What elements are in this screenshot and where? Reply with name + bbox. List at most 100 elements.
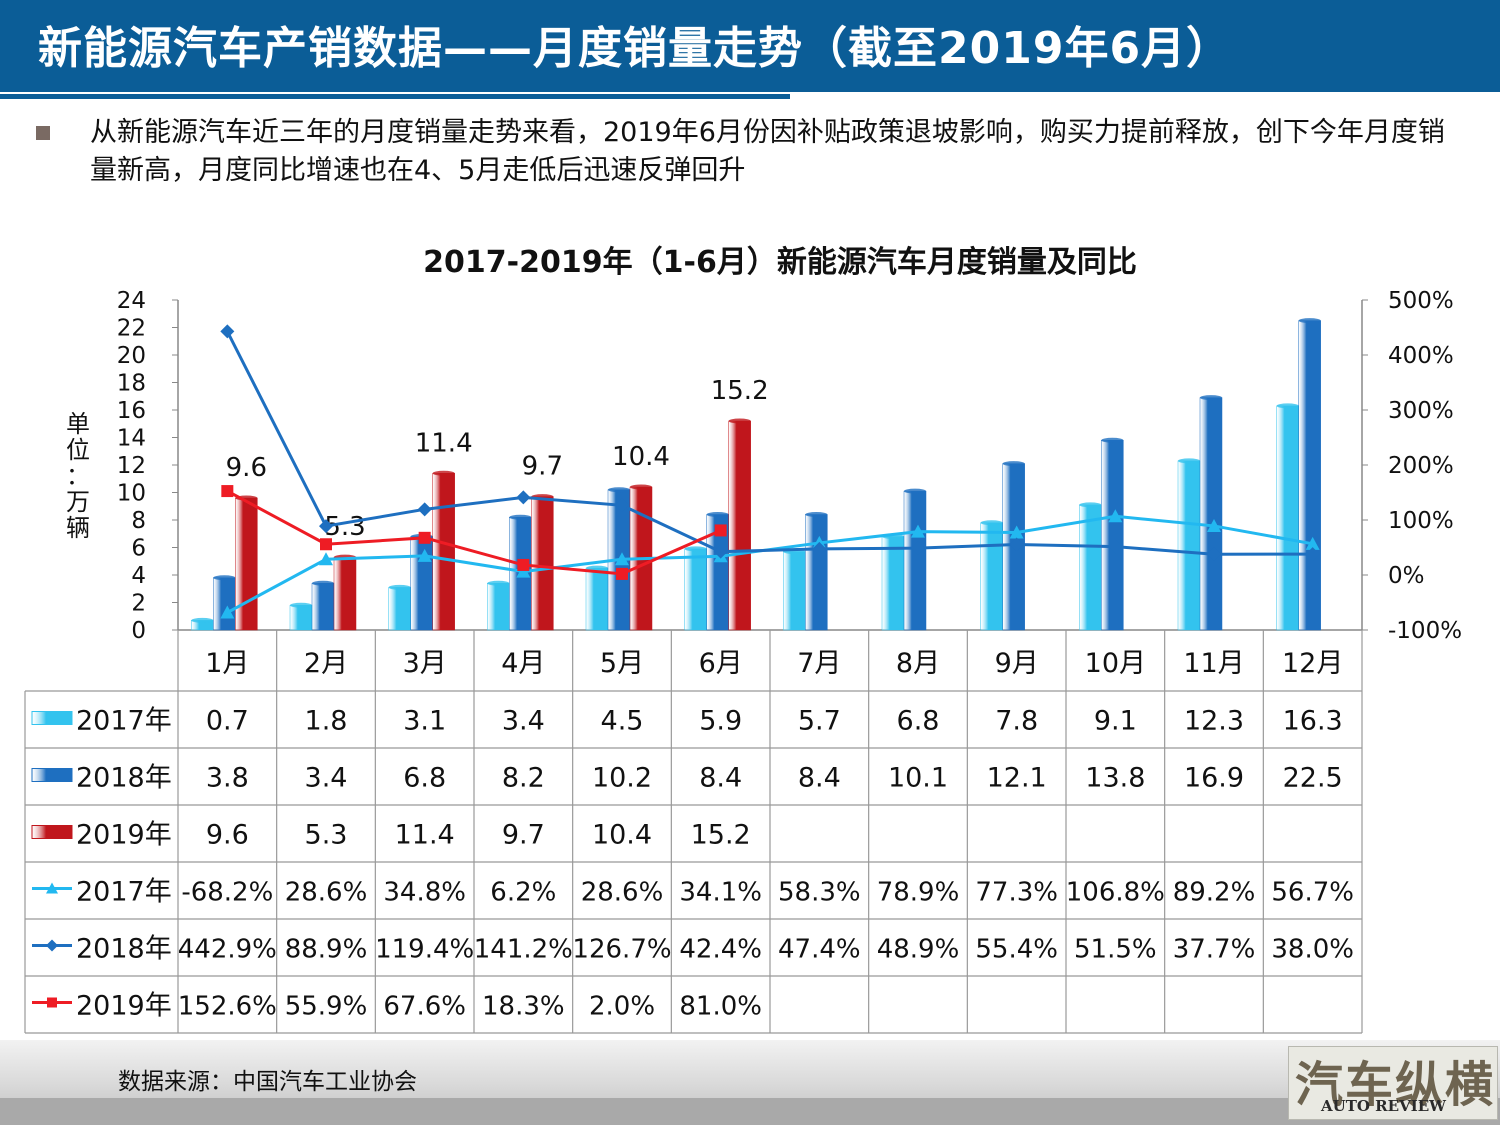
bar-2019年-4月 xyxy=(531,496,554,631)
bar-2019年-1月 xyxy=(235,497,258,631)
table-cell: 12.1 xyxy=(987,763,1047,794)
bar-data-label: 9.6 xyxy=(226,453,267,483)
bar-2017年-7月 xyxy=(783,551,806,631)
y-tick-label: 10 xyxy=(117,481,146,507)
table-cell: 58.3% xyxy=(778,878,861,908)
bar-2018年-12月 xyxy=(1298,320,1321,631)
table-cell: 78.9% xyxy=(877,878,960,908)
x-tick-label: 7月 xyxy=(797,648,841,679)
x-tick-label: 1月 xyxy=(205,648,249,679)
table-cell: 16.9 xyxy=(1184,763,1244,794)
table-cell: 48.9% xyxy=(877,935,960,965)
table-cell: 6.8 xyxy=(897,706,940,737)
y2-tick-label: 400% xyxy=(1388,343,1454,369)
y-axis-label-char: 辆 xyxy=(66,514,90,542)
footer-band-lower xyxy=(0,1098,1500,1125)
table-cell: 442.9% xyxy=(178,935,277,965)
legend-marker xyxy=(47,997,57,1008)
table-cell: 38.0% xyxy=(1271,935,1354,965)
table-cell: 34.8% xyxy=(383,878,466,908)
table-cell: 34.1% xyxy=(679,878,762,908)
bar-cap-2017年-6月 xyxy=(684,546,707,552)
x-tick-label: 12月 xyxy=(1282,648,1343,679)
legend-swatch-bar-2018年 xyxy=(31,768,73,782)
y2-tick-label: 100% xyxy=(1388,508,1454,534)
marker-2018年 xyxy=(713,544,728,559)
marker-2019年 xyxy=(616,567,628,580)
y-tick-label: 18 xyxy=(117,371,146,397)
table-cell: 37.7% xyxy=(1173,935,1256,965)
bar-2017年-6月 xyxy=(684,548,707,631)
bar-cap-2017年-12月 xyxy=(1276,403,1299,409)
table-cell: 8.4 xyxy=(798,763,841,794)
table-cell: 7.8 xyxy=(995,706,1038,737)
y-axis-label-char: 位 xyxy=(66,436,90,464)
table-cell: 16.3 xyxy=(1283,706,1343,737)
marker-2018年 xyxy=(220,324,235,339)
legend-marker xyxy=(46,882,58,894)
title-underline xyxy=(0,94,790,99)
bar-cap-2017年-2月 xyxy=(290,602,312,608)
marker-2018年 xyxy=(1108,539,1123,554)
bar-2018年-3月 xyxy=(410,536,433,631)
bar-cap-2018年-8月 xyxy=(904,488,926,494)
table-cell: 3.8 xyxy=(206,763,249,794)
legend-label: 2018年 xyxy=(76,934,172,965)
y-axis-label-char: ： xyxy=(66,462,90,490)
marker-2017年 xyxy=(1305,536,1320,550)
table-cell: 10.4 xyxy=(592,820,652,851)
marker-2017年 xyxy=(1009,525,1024,539)
bar-2017年-12月 xyxy=(1276,405,1299,631)
bar-cap-2018年-5月 xyxy=(608,487,630,493)
legend-swatch-bar-2019年 xyxy=(31,825,73,839)
table-cell: 18.3% xyxy=(482,992,565,1022)
marker-2018年 xyxy=(1207,547,1221,562)
table-cell: 67.6% xyxy=(383,992,466,1022)
y2-tick-label: 300% xyxy=(1388,398,1454,424)
marker-2017年 xyxy=(615,552,629,566)
bar-cap-2018年-4月 xyxy=(509,514,532,520)
y-tick-label: 8 xyxy=(131,508,146,534)
legend-marker xyxy=(46,939,58,952)
y-tick-label: 14 xyxy=(117,426,146,452)
table-cell: 3.4 xyxy=(305,763,348,794)
table-cell: 55.4% xyxy=(975,935,1058,965)
bar-cap-2018年-1月 xyxy=(213,575,236,581)
marker-2018年 xyxy=(417,502,432,517)
bar-cap-2018年-11月 xyxy=(1200,395,1222,401)
bar-cap-2018年-6月 xyxy=(706,512,729,517)
bar-cap-2018年-12月 xyxy=(1298,318,1321,324)
bar-2017年-3月 xyxy=(388,587,411,631)
table-cell: 10.1 xyxy=(888,763,948,794)
table-cell: 9.6 xyxy=(206,820,249,851)
x-tick-label: 8月 xyxy=(896,648,940,679)
legend-label: 2019年 xyxy=(76,991,172,1022)
bar-2017年-8月 xyxy=(881,536,905,631)
chart-title: 2017-2019年（1-6月）新能源汽车月度销量及同比 xyxy=(423,245,1137,280)
bar-data-label: 9.7 xyxy=(522,452,563,482)
marker-2019年 xyxy=(517,558,530,571)
bar-cap-2018年-7月 xyxy=(805,512,828,517)
table-cell: 141.2% xyxy=(474,935,573,965)
x-tick-label: 3月 xyxy=(403,648,447,679)
marker-2019年 xyxy=(714,524,727,537)
marker-2017年 xyxy=(516,564,531,578)
marker-2017年 xyxy=(1207,518,1221,532)
table-cell: 81.0% xyxy=(679,992,762,1022)
bar-cap-2017年-5月 xyxy=(586,565,608,571)
bar-2018年-1月 xyxy=(213,577,236,631)
table-cell: 42.4% xyxy=(679,935,762,965)
y-tick-label: 6 xyxy=(131,536,146,562)
bar-2017年-10月 xyxy=(1079,504,1102,631)
marker-2019年 xyxy=(418,531,431,544)
table-cell: -68.2% xyxy=(181,878,273,908)
bar-data-label: 10.4 xyxy=(612,442,670,472)
y-tick-label: 20 xyxy=(117,343,146,369)
bar-cap-2018年-9月 xyxy=(1002,461,1025,467)
y-tick-label: 4 xyxy=(131,563,146,589)
line-2019年 xyxy=(226,489,722,576)
bar-2018年-8月 xyxy=(903,490,927,631)
legend-label: 2017年 xyxy=(76,877,172,908)
y-tick-label: 0 xyxy=(131,618,146,644)
table-cell: 1.8 xyxy=(305,706,348,737)
